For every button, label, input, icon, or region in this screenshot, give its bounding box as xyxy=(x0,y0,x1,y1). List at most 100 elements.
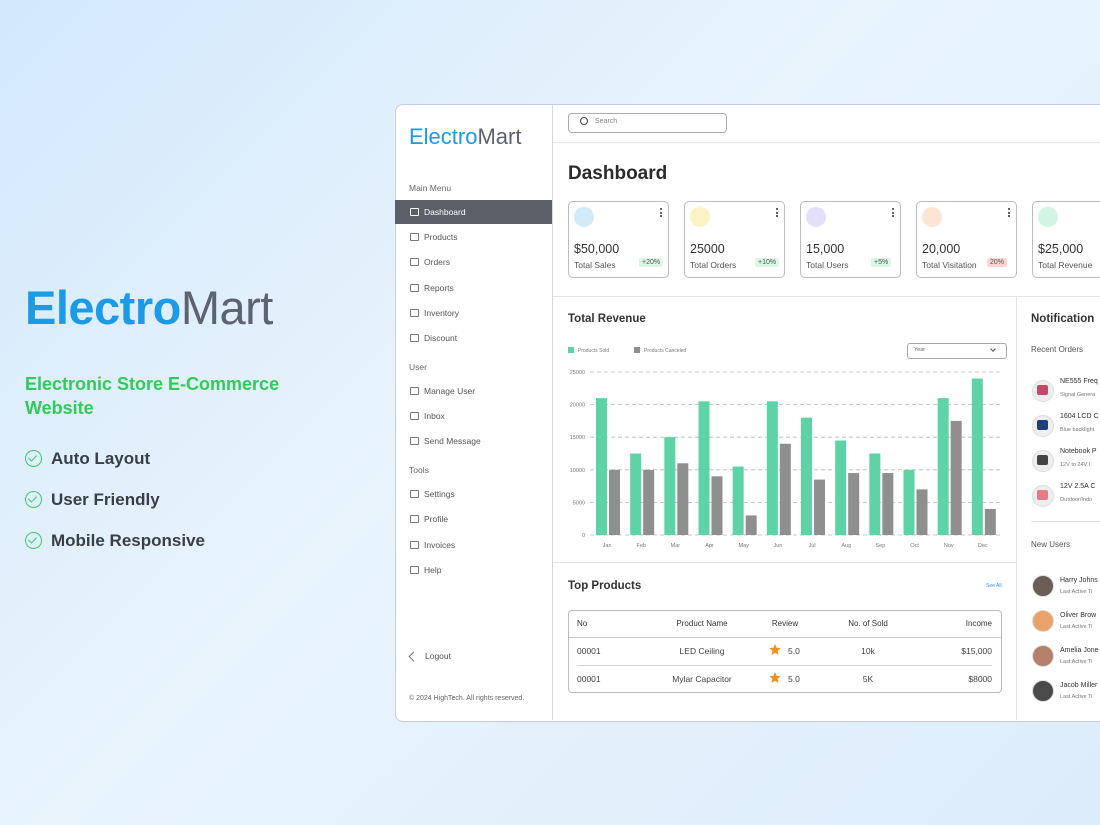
legend-label: Products Sold xyxy=(578,348,609,354)
stat-icon xyxy=(690,207,710,227)
x-tick-label: Apr xyxy=(705,543,714,549)
user-desc: Last Active Ti xyxy=(1060,659,1093,665)
dropdown-label: Year xyxy=(914,347,926,353)
menu-dot xyxy=(660,215,662,217)
menu-icon xyxy=(410,233,419,241)
see-all-link[interactable]: See All xyxy=(986,583,1002,589)
brand-mart: Mart xyxy=(180,281,274,334)
table-cell: 00001 xyxy=(577,674,601,684)
promo-subtitle: Electronic Store E-Commerce Website xyxy=(25,374,280,418)
section-divider xyxy=(553,296,1100,297)
menu-item[interactable]: Settings xyxy=(424,489,455,499)
menu-item[interactable]: Inventory xyxy=(424,308,459,318)
order-desc: 12V to 24V I xyxy=(1060,462,1091,468)
stat-label: Total Sales xyxy=(574,260,616,270)
order-thumb-inner xyxy=(1037,385,1048,395)
stat-label: Total Users xyxy=(806,260,849,270)
table-box xyxy=(568,610,1002,693)
column-divider xyxy=(1016,297,1017,720)
star-icon xyxy=(769,672,781,683)
menu-item[interactable]: Help xyxy=(424,565,442,575)
bar xyxy=(903,469,915,535)
stat-badge: 20% xyxy=(987,258,1008,267)
stat-label: Total Visitation xyxy=(922,260,977,270)
bar xyxy=(984,508,996,535)
table-cell: 5K xyxy=(862,674,874,684)
x-tick-label: Jul xyxy=(809,543,816,549)
y-tick-label: 20000 xyxy=(570,403,585,409)
menu-item[interactable]: Send Message xyxy=(424,436,481,446)
menu-icon xyxy=(410,515,419,523)
table-header-line xyxy=(569,637,1001,638)
stat-value: 25000 xyxy=(690,242,725,256)
legend-swatch xyxy=(634,347,640,353)
stat-label: Total Orders xyxy=(690,260,737,270)
menu-icon xyxy=(410,541,419,549)
footer: © 2024 HighTech. All rights reserved. xyxy=(409,695,525,702)
table-cell: 00001 xyxy=(577,646,601,656)
year-dropdown[interactable] xyxy=(907,343,1007,359)
bar xyxy=(766,401,778,535)
legend-swatch xyxy=(568,347,574,353)
check-icon xyxy=(25,491,42,508)
menu-icon xyxy=(410,566,419,574)
star-icon xyxy=(769,644,781,655)
order-desc: Blue backlight xyxy=(1060,427,1095,433)
x-tick-label: Jan xyxy=(603,543,612,549)
stat-value: $50,000 xyxy=(574,242,620,256)
stat-badge: +10% xyxy=(755,258,780,267)
bar xyxy=(882,473,894,535)
menu-item[interactable]: Orders xyxy=(424,257,450,267)
bar xyxy=(916,489,928,535)
order-name: 12V 2.5A C xyxy=(1060,483,1096,490)
menu-item[interactable]: Discount xyxy=(424,333,458,343)
check-icon xyxy=(25,450,42,467)
page-title: Dashboard xyxy=(568,163,668,184)
bar xyxy=(848,473,860,535)
stat-value: 15,000 xyxy=(806,242,845,256)
menu-dot xyxy=(776,215,778,217)
menu-item[interactable]: Reports xyxy=(424,283,454,293)
menu-icon xyxy=(410,334,419,342)
menu-item[interactable]: Manage User xyxy=(424,386,476,396)
menu-item[interactable]: Inbox xyxy=(424,411,445,421)
user-name: Oliver Brow xyxy=(1060,612,1097,619)
menu-icon xyxy=(410,387,419,395)
logout[interactable]: Logout xyxy=(425,651,451,661)
brand-electro: Electro xyxy=(25,281,181,334)
menu-item[interactable]: Products xyxy=(424,232,458,242)
menu-dot xyxy=(776,211,778,214)
stat-icon xyxy=(574,207,594,227)
section-divider xyxy=(553,562,1016,563)
table-cell: 10k xyxy=(861,646,875,656)
search-placeholder: Search xyxy=(595,118,618,125)
menu-icon xyxy=(410,258,419,266)
x-tick-label: Feb xyxy=(637,543,646,549)
x-tick-label: Mar xyxy=(671,543,681,549)
user-avatar xyxy=(1032,575,1054,597)
menu-active-bg xyxy=(395,200,552,224)
feature: Mobile Responsive xyxy=(51,531,205,550)
x-tick-label: Jun xyxy=(773,543,782,549)
user-avatar xyxy=(1032,610,1054,632)
menu-item[interactable]: Dashboard xyxy=(424,207,466,217)
y-tick-label: 15000 xyxy=(570,435,585,441)
user-desc: Last Active Ti xyxy=(1060,589,1093,595)
brand-electro: Electro xyxy=(409,124,478,149)
x-tick-label: Nov xyxy=(944,543,954,549)
menu-item[interactable]: Profile xyxy=(424,514,449,524)
menu-dot xyxy=(1008,215,1010,217)
user-name: Harry Johns xyxy=(1060,577,1098,584)
bar xyxy=(950,420,962,535)
table-header: No xyxy=(577,619,588,628)
bar xyxy=(835,440,847,535)
table-cell: $8000 xyxy=(968,674,992,684)
search-box[interactable] xyxy=(568,113,727,133)
bar xyxy=(643,469,655,535)
menu-item[interactable]: Invoices xyxy=(424,540,456,550)
menu-section: User xyxy=(409,362,427,372)
menu-icon xyxy=(410,208,419,216)
bar xyxy=(732,466,744,535)
bar xyxy=(814,479,825,535)
